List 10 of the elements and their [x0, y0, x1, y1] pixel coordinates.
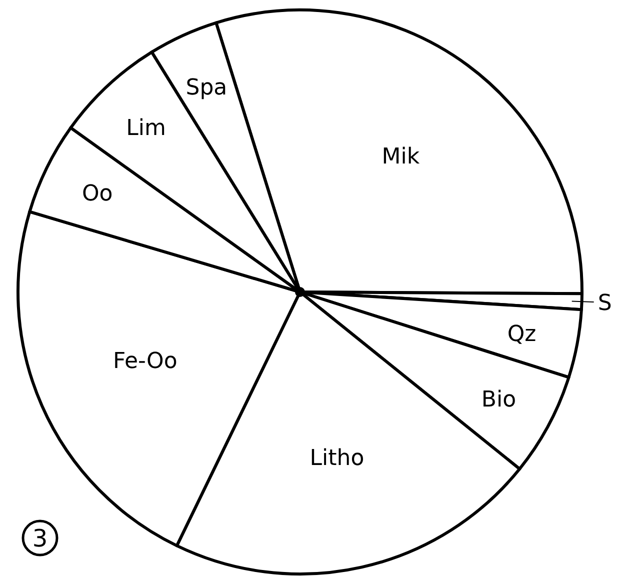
slice-label: Qz	[507, 322, 536, 348]
slice-label: Oo	[82, 182, 113, 207]
text: 3	[32, 524, 48, 552]
slice-label: Fe-Oo	[113, 348, 178, 374]
slice-label: Litho	[310, 446, 364, 471]
slice-label: Mik	[382, 144, 420, 170]
slice-label: Spa	[186, 75, 228, 100]
slice-label: Bio	[481, 387, 516, 412]
slice-label: Lim	[126, 116, 166, 141]
slice-label: S	[598, 290, 612, 316]
